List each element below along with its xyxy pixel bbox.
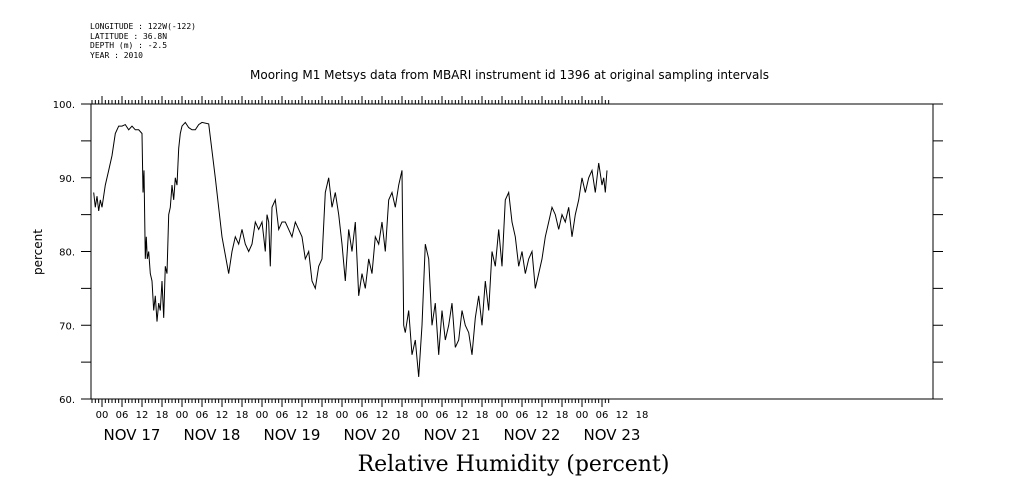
chart-title: Mooring M1 Metsys data from MBARI instru…: [250, 68, 769, 82]
y-tick-label: 90.: [59, 174, 75, 185]
x-hour-label: 06: [356, 410, 369, 421]
x-hour-label: 06: [196, 410, 209, 421]
y-axis-label: percent: [31, 229, 45, 275]
x-hour-label: 18: [236, 410, 249, 421]
x-hour-label: 06: [516, 410, 529, 421]
plot-frame: [90, 103, 934, 400]
x-hour-label: 00: [576, 410, 589, 421]
longitude-text: LONGITUDE : 122W(-122): [90, 22, 196, 31]
x-hour-label: 12: [296, 410, 309, 421]
x-hour-label: 00: [496, 410, 509, 421]
y-tick-label: 80.: [59, 248, 75, 259]
x-hour-label: 06: [276, 410, 289, 421]
metadata-block: LONGITUDE : 122W(-122) LATITUDE : 36.8N DE…: [90, 22, 196, 60]
x-hour-label: 18: [556, 410, 569, 421]
x-hour-label: 18: [636, 410, 649, 421]
x-hour-label: 12: [456, 410, 469, 421]
x-hour-label: 12: [136, 410, 149, 421]
x-day-label: NOV 18: [184, 426, 241, 444]
x-hour-label: 12: [536, 410, 549, 421]
y-tick-label: 100.: [53, 100, 75, 111]
x-hour-label: 06: [436, 410, 449, 421]
y-axis: 60. 70. 80. 90. 100.: [53, 100, 943, 406]
x-day-label: NOV 17: [104, 426, 161, 444]
y-tick-label: 70.: [59, 321, 75, 332]
x-hour-label: 12: [616, 410, 629, 421]
latitude-text: LATITUDE : 36.8N: [90, 31, 168, 41]
x-hour-label: 18: [156, 410, 169, 421]
x-hour-label: 06: [596, 410, 609, 421]
x-day-label: NOV 23: [584, 426, 641, 444]
x-hour-label: 18: [476, 410, 489, 421]
x-hour-label: 12: [216, 410, 229, 421]
x-day-label: NOV 19: [264, 426, 321, 444]
x-axis-label: Relative Humidity (percent): [357, 452, 670, 477]
depth-text: DEPTH (m) : -2.5: [90, 41, 168, 50]
x-hour-label: 12: [376, 410, 389, 421]
x-day-label: NOV 20: [344, 426, 401, 444]
x-hour-label: 18: [396, 410, 409, 421]
x-hour-label: 00: [96, 410, 109, 421]
y-tick-label: 60.: [59, 395, 75, 406]
humidity-series-line: [93, 121, 608, 377]
x-hour-label: 00: [336, 410, 349, 421]
x-hour-label: 00: [176, 410, 189, 421]
x-axis: 00 06 12 18 00 06 12 18 00 06 12 18 00 06 12 18 00 06 12 18…: [91, 96, 649, 444]
x-hour-label: 06: [116, 410, 129, 421]
year-text: YEAR : 2010: [90, 50, 143, 60]
x-hour-label: 18: [316, 410, 329, 421]
x-hour-label: 00: [256, 410, 269, 421]
x-day-label: NOV 21: [424, 426, 481, 444]
x-day-label: NOV 22: [504, 426, 561, 444]
x-hour-label: 00: [416, 410, 429, 421]
